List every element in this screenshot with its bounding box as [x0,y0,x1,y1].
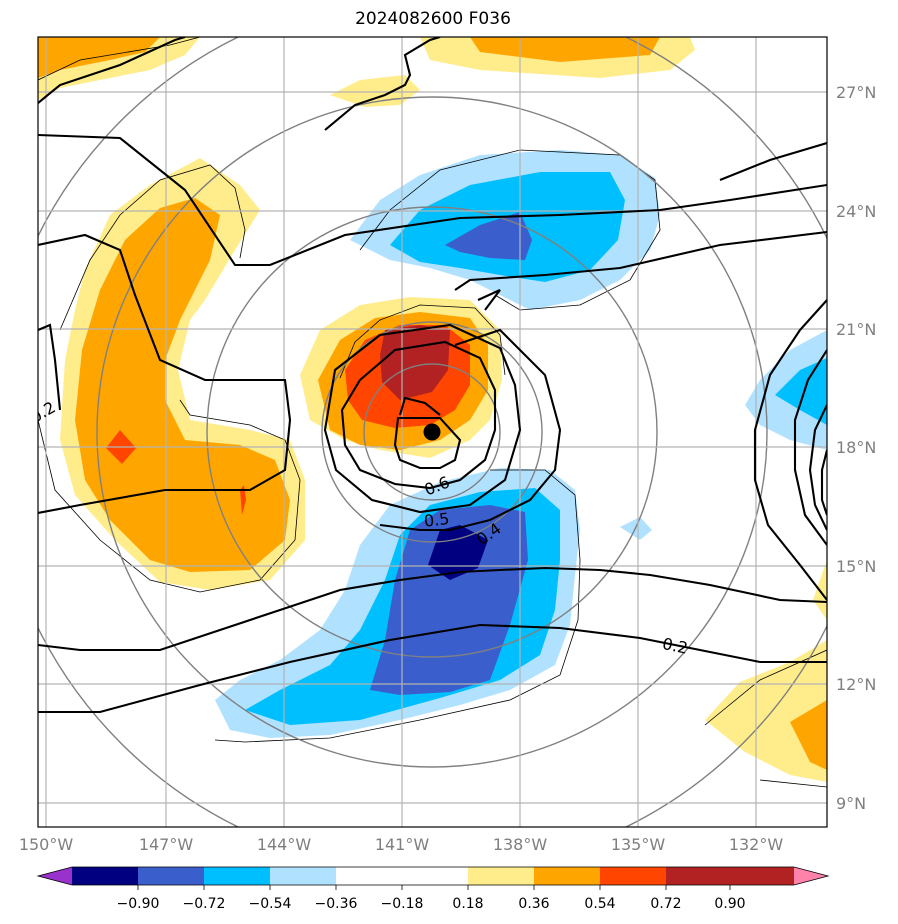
lat-label-18n: 18°N [836,438,876,457]
thin-contours [38,37,827,788]
lat-label-24n: 24°N [836,202,876,221]
lat-label-12n: 12°N [836,675,876,694]
longitude-labels: 150°W 147°W 144°W 141°W 138°W 135°W 132°… [19,835,784,854]
bold-contours [38,37,827,714]
latitude-labels: 27°N 24°N 21°N 18°N 15°N 12°N 9°N [836,83,876,813]
lon-label-135w: 135°W [611,835,666,854]
colorbar-tick-neg-0.18: −0.18 [381,896,424,912]
lon-label-132w: 132°W [729,835,784,854]
range-rings [38,37,827,827]
lon-label-147w: 147°W [139,835,194,854]
lat-label-27n: 27°N [836,83,876,102]
lon-label-141w: 141°W [375,835,430,854]
colorbar-tick-0.90: 0.90 [714,896,745,912]
lon-label-150w: 150°W [19,835,74,854]
contour-label-0.2-east: 0.2 [661,634,690,658]
contour-label-0.5: 0.5 [423,509,450,531]
colorbar-tick-0.36: 0.36 [518,896,549,912]
lat-label-15n: 15°N [836,557,876,576]
colorbar-extend-high [794,867,828,885]
colorbar-tick-neg-0.90: −0.90 [117,896,160,912]
colorbar-tick-0.18: 0.18 [452,896,483,912]
colorbar-extend-low [38,867,72,885]
colorbar-tick-neg-0.54: −0.54 [249,896,292,912]
lon-label-144w: 144°W [257,835,312,854]
map-frame [37,36,828,828]
lat-label-21n: 21°N [836,320,876,339]
map-area: 0.6 0.5 0.4 0.2 0.2 [38,37,827,827]
colorbar-tick-neg-0.72: −0.72 [183,896,226,912]
lat-label-9n: 9°N [836,794,866,813]
colorbar-tick-0.72: 0.72 [650,896,681,912]
colorbar: −0.90 −0.72 −0.54 −0.36 −0.18 0.18 0.36 … [36,866,830,912]
colorbar-tick-neg-0.36: −0.36 [315,896,358,912]
colorbar-tick-0.54: 0.54 [584,896,615,912]
map-title: 2024082600 F036 [355,9,511,29]
negative-anomaly-high [370,212,532,695]
storm-center-marker [423,423,441,441]
lon-label-138w: 138°W [493,835,548,854]
